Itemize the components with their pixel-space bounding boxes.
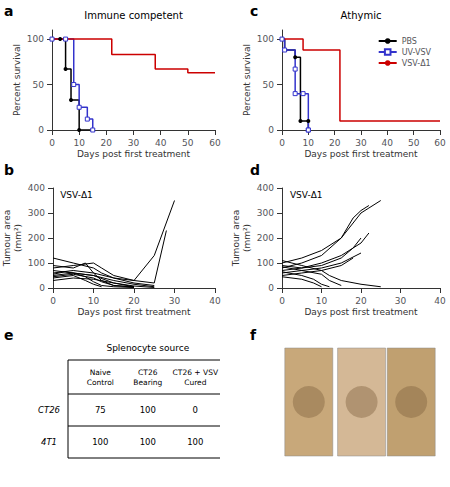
svg-text:CT26: CT26 — [38, 405, 61, 415]
svg-text:30: 30 — [169, 296, 181, 306]
svg-text:40: 40 — [382, 138, 394, 148]
svg-text:100: 100 — [257, 258, 274, 268]
svg-text:a: a — [4, 3, 13, 19]
svg-text:VSV-Δ1: VSV-Δ1 — [402, 59, 431, 68]
svg-text:30: 30 — [128, 138, 140, 148]
svg-text:300: 300 — [28, 208, 45, 218]
svg-text:200: 200 — [28, 233, 45, 243]
svg-text:10: 10 — [303, 138, 315, 148]
svg-text:20: 20 — [355, 296, 367, 306]
svg-text:0: 0 — [38, 125, 44, 135]
svg-text:10: 10 — [88, 296, 100, 306]
svg-text:0: 0 — [49, 138, 55, 148]
svg-text:60: 60 — [209, 138, 221, 148]
svg-text:Athymic: Athymic — [341, 10, 382, 21]
svg-text:d: d — [250, 162, 260, 178]
svg-text:Cured: Cured — [184, 378, 207, 387]
svg-text:0: 0 — [279, 296, 285, 306]
svg-text:CT26 + VSV: CT26 + VSV — [173, 368, 219, 377]
svg-text:200: 200 — [257, 233, 274, 243]
svg-text:100: 100 — [28, 258, 45, 268]
svg-text:0: 0 — [39, 283, 45, 293]
svg-text:CT26: CT26 — [138, 368, 158, 377]
svg-text:75: 75 — [95, 405, 106, 415]
svg-text:VSV-Δ1: VSV-Δ1 — [290, 190, 323, 200]
svg-text:Immune competent: Immune competent — [84, 10, 183, 21]
svg-text:Control: Control — [87, 378, 114, 387]
svg-text:20: 20 — [128, 296, 140, 306]
svg-text:0: 0 — [193, 405, 198, 415]
svg-text:20: 20 — [101, 138, 113, 148]
svg-text:Percent survival: Percent survival — [12, 44, 22, 116]
svg-text:Percent survival: Percent survival — [242, 44, 252, 116]
svg-text:400: 400 — [257, 183, 274, 193]
svg-text:100: 100 — [257, 34, 274, 44]
svg-text:400: 400 — [28, 183, 45, 193]
svg-text:Tumour area: Tumour area — [231, 210, 241, 267]
svg-text:(mm²): (mm²) — [242, 224, 252, 252]
svg-text:e: e — [4, 327, 14, 343]
svg-text:10: 10 — [316, 296, 328, 306]
svg-text:c: c — [250, 3, 258, 19]
svg-text:Naive: Naive — [90, 368, 112, 377]
svg-text:b: b — [4, 162, 14, 178]
svg-text:Days post first treatment: Days post first treatment — [304, 149, 418, 159]
svg-text:UV-VSV: UV-VSV — [402, 48, 432, 57]
svg-text:Days post first treatment: Days post first treatment — [304, 307, 418, 317]
svg-text:40: 40 — [155, 138, 167, 148]
svg-text:50: 50 — [182, 138, 194, 148]
svg-text:30: 30 — [355, 138, 367, 148]
svg-text:0: 0 — [268, 283, 274, 293]
svg-text:0: 0 — [50, 296, 56, 306]
svg-text:Tumour area: Tumour area — [2, 210, 12, 267]
svg-text:(mm²): (mm²) — [13, 224, 23, 252]
svg-text:Days post first treatment: Days post first treatment — [77, 149, 191, 159]
svg-text:Bearing: Bearing — [133, 378, 162, 387]
svg-text:f: f — [250, 327, 257, 343]
svg-text:0: 0 — [268, 125, 274, 135]
svg-text:30: 30 — [395, 296, 407, 306]
svg-text:60: 60 — [434, 138, 446, 148]
svg-text:100: 100 — [92, 437, 108, 447]
svg-text:Splenocyte source: Splenocyte source — [106, 343, 189, 353]
svg-text:40: 40 — [434, 296, 446, 306]
svg-text:PBS: PBS — [402, 37, 417, 46]
svg-text:100: 100 — [140, 405, 156, 415]
svg-text:100: 100 — [140, 437, 156, 447]
svg-text:300: 300 — [257, 208, 274, 218]
svg-text:50: 50 — [263, 80, 275, 90]
svg-text:Days post first treatment: Days post first treatment — [77, 307, 191, 317]
svg-text:20: 20 — [329, 138, 341, 148]
svg-text:50: 50 — [408, 138, 420, 148]
svg-text:50: 50 — [33, 80, 45, 90]
svg-text:100: 100 — [27, 34, 44, 44]
svg-text:100: 100 — [187, 437, 203, 447]
svg-text:40: 40 — [209, 296, 221, 306]
svg-text:0: 0 — [279, 138, 285, 148]
svg-text:VSV-Δ1: VSV-Δ1 — [60, 190, 93, 200]
svg-text:10: 10 — [73, 138, 85, 148]
svg-text:4T1: 4T1 — [41, 437, 57, 447]
